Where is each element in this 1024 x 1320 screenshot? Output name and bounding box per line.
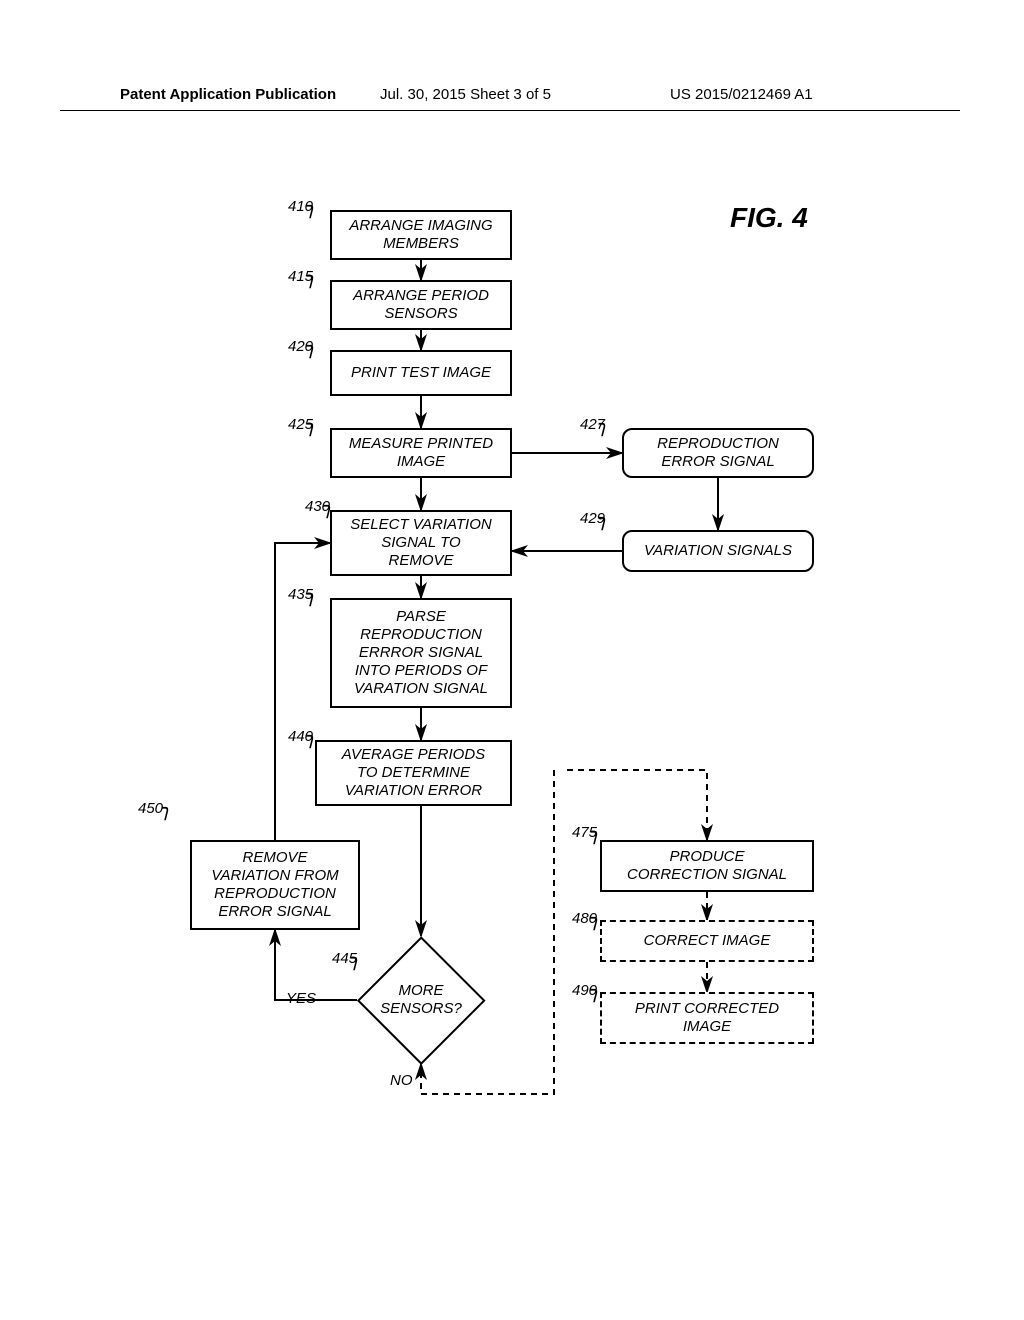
box-429: VARIATION SIGNALS (622, 530, 814, 572)
figure-label: FIG. 4 (730, 202, 808, 234)
box-480: CORRECT IMAGE (600, 920, 814, 962)
ref-tick: ╮ (305, 414, 318, 435)
ref-tick: ╮ (589, 980, 602, 1001)
ref-tick: ╮ (597, 414, 610, 435)
box-427: REPRODUCTIONERROR SIGNAL (622, 428, 814, 478)
ref-tick: ╮ (589, 908, 602, 929)
box-415: ARRANGE PERIODSENSORS (330, 280, 512, 330)
box-435: PARSEREPRODUCTIONERRROR SIGNALINTO PERIO… (330, 598, 512, 708)
box-425: MEASURE PRINTEDIMAGE (330, 428, 512, 478)
ref-tick: ╮ (305, 196, 318, 217)
ref-tick: ╮ (349, 948, 362, 969)
header-left: Patent Application Publication (120, 86, 336, 103)
box-410: ARRANGE IMAGINGMEMBERS (330, 210, 512, 260)
ref-tick: ╮ (597, 508, 610, 529)
box-440: AVERAGE PERIODSTO DETERMINEVARIATION ERR… (315, 740, 512, 806)
label-yes: YES (286, 990, 316, 1007)
header-rule (60, 110, 960, 111)
box-430: SELECT VARIATIONSIGNAL TOREMOVE (330, 510, 512, 576)
label-no: NO (390, 1072, 413, 1089)
diamond-text: MORESENSORS? (361, 978, 481, 1022)
ref-tick: ╮ (322, 496, 335, 517)
header-center: Jul. 30, 2015 Sheet 3 of 5 (380, 86, 551, 103)
box-490: PRINT CORRECTEDIMAGE (600, 992, 814, 1044)
box-475: PRODUCECORRECTION SIGNAL (600, 840, 814, 892)
box-450: REMOVEVARIATION FROMREPRODUCTIONERROR SI… (190, 840, 360, 930)
ref-tick: ╮ (589, 822, 602, 843)
ref-tick: ╮ (305, 584, 318, 605)
page-header: Patent Application Publication Jul. 30, … (0, 86, 1024, 110)
ref-tick: ╮ (305, 266, 318, 287)
arrows-layer (0, 0, 1024, 1320)
ref-tick: ╮ (160, 798, 173, 819)
ref-tick: ╮ (305, 726, 318, 747)
header-right: US 2015/0212469 A1 (670, 86, 813, 103)
box-420: PRINT TEST IMAGE (330, 350, 512, 396)
ref-tick: ╮ (305, 336, 318, 357)
